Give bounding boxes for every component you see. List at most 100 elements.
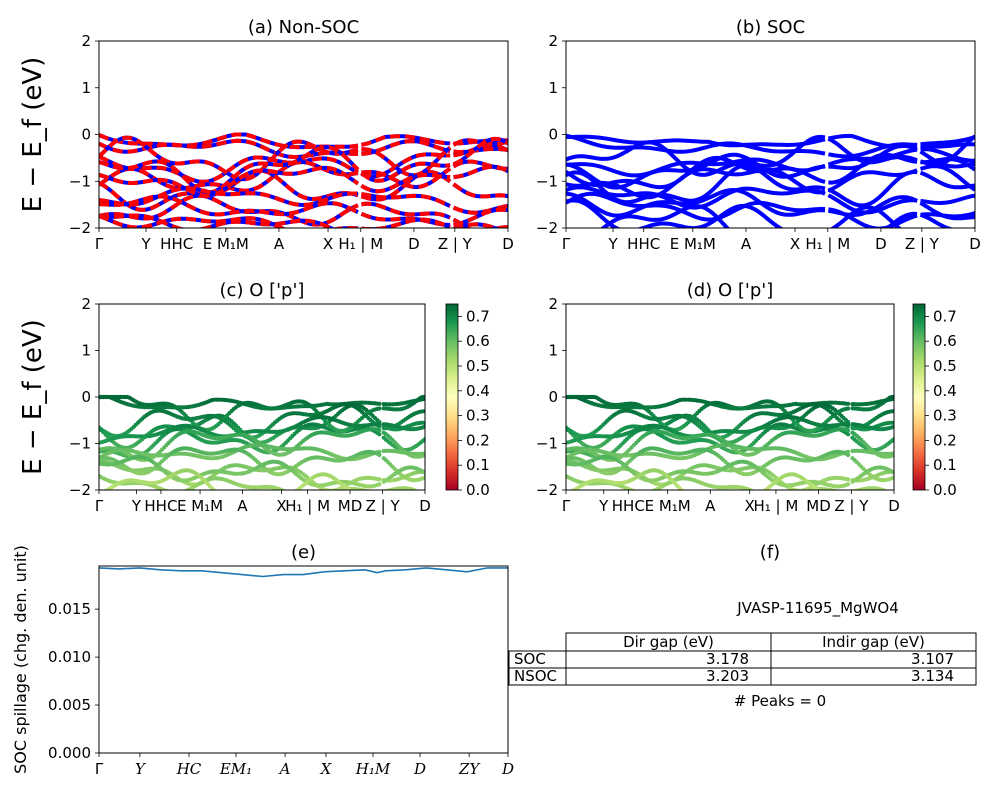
band-point [754,491,758,495]
y-tick-label-d: 1 [548,342,558,360]
plot-frame-a [98,40,509,229]
band-line-overlay [452,182,508,199]
band-line [919,149,975,169]
band-point [839,492,843,496]
band-point [802,491,806,495]
band-point [227,496,231,500]
band-line-overlay [360,134,451,147]
colorbar-tick-label: 0.4 [466,382,490,400]
band-point [820,491,824,495]
band-line [566,157,826,178]
band-point [288,492,292,496]
spillage-line [98,567,508,578]
table-header-cell: Indir gap (eV) [822,633,925,651]
band-point [717,491,721,495]
band-point [225,496,229,500]
band-point [251,491,255,495]
band-point [846,432,851,437]
x-tick-label-a: E M₁M [203,235,249,253]
band-point [334,491,338,495]
band-point [647,490,651,494]
y-tick-label-a: −2 [69,219,91,237]
band-point [269,492,273,496]
colorbar-gradient [912,303,926,491]
band-line [919,170,975,190]
plot-area-c [99,394,425,500]
colorbar-tick-label: 0.1 [933,456,957,474]
x-tick-label-a: D [408,235,420,253]
band-point [175,491,179,495]
panel-title-b: (b) SOC [736,17,805,38]
band-line-overlay [361,217,451,228]
colorbar-tick-label: 0.3 [466,407,490,425]
table-header-cell: Dir gap (eV) [623,633,714,651]
band-point [881,497,885,501]
band-point [724,490,728,494]
y-tick-label-c: 2 [81,295,91,313]
band-line-overlay [452,136,508,167]
band-point [891,437,894,442]
band-line-overlay [360,172,451,194]
band-point [271,493,275,497]
band-point [245,492,249,496]
material-label: JVASP-11695_MgWO4 [736,599,899,618]
band-point [373,491,377,495]
band-point [266,491,270,495]
band-point [288,492,292,496]
band-point [735,491,739,495]
x-tick-label-b: Z | Y [905,235,940,253]
band-line-overlay [361,201,451,220]
panel-b: Γ Y HHC E M₁M A X H₁ | M D Z | Y D −2 −1 0 1 2 (b) SOC [536,17,981,253]
band-line [566,167,826,200]
colorbar-gradient [445,303,459,491]
band-point [846,477,851,482]
colorbar-tick-label: 0.1 [466,456,490,474]
band-point [856,489,858,490]
x-tick-label-a: Y [140,235,151,253]
x-tick-label-a: A [274,235,285,253]
peaks-label: # Peaks = 0 [734,692,826,710]
table-cell-value: 3.178 [706,650,749,668]
x-tick-label-b: D [969,235,981,253]
band-line [919,134,975,167]
panel-title-c: (c) O ['p'] [220,280,305,301]
panel-e: Γ Y HC EM₁ A X H₁M D ZY D 0.000 0.005 0.010 0.015 (e) S… [11,542,514,778]
colorbar-tick-label: 0.0 [933,481,957,499]
x-tick-label-b: D [875,235,887,253]
colorbar-tick-label: 0.6 [466,332,490,350]
band-point [864,492,868,496]
band-point [180,490,184,494]
band-point [351,491,355,495]
plot-area-d [566,394,894,501]
x-tick-label-d: MD [806,497,831,515]
band-line [919,212,975,228]
band-line-overlay [360,152,451,179]
band-point [377,422,382,427]
colorbar-tick-label: 0.0 [466,481,490,499]
band-line [920,211,975,219]
band-line-overlay [361,192,451,208]
band-line [99,194,359,217]
band-point [377,428,382,433]
band-point [422,475,425,480]
band-point [388,490,392,494]
band-line [829,205,902,228]
x-tick-label-c: Y [131,497,142,515]
band-point [214,490,218,494]
band-point [406,496,410,500]
panel-title-e: (e) [291,542,316,563]
band-point [264,491,268,495]
band-point [824,492,828,496]
band-point [422,394,425,400]
band-point [645,491,649,495]
band-point [376,489,378,490]
band-point [691,495,695,499]
band-point [290,491,294,495]
band-line [566,133,826,156]
band-line [827,193,918,215]
band-point [377,482,382,487]
band-line-overlay [99,213,336,228]
band-point [353,492,357,496]
band-point [859,491,863,495]
band-point [846,428,851,433]
